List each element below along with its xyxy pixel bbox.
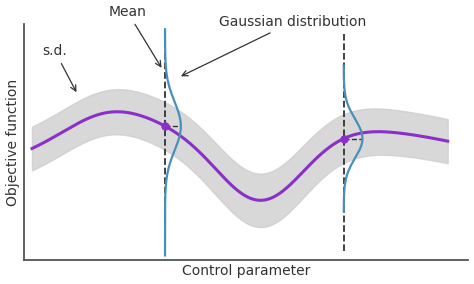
Y-axis label: Objective function: Objective function	[6, 79, 19, 206]
Text: Mean: Mean	[109, 5, 161, 67]
X-axis label: Control parameter: Control parameter	[182, 264, 310, 278]
Text: s.d.: s.d.	[43, 44, 76, 91]
Text: Gaussian distribution: Gaussian distribution	[182, 15, 366, 76]
